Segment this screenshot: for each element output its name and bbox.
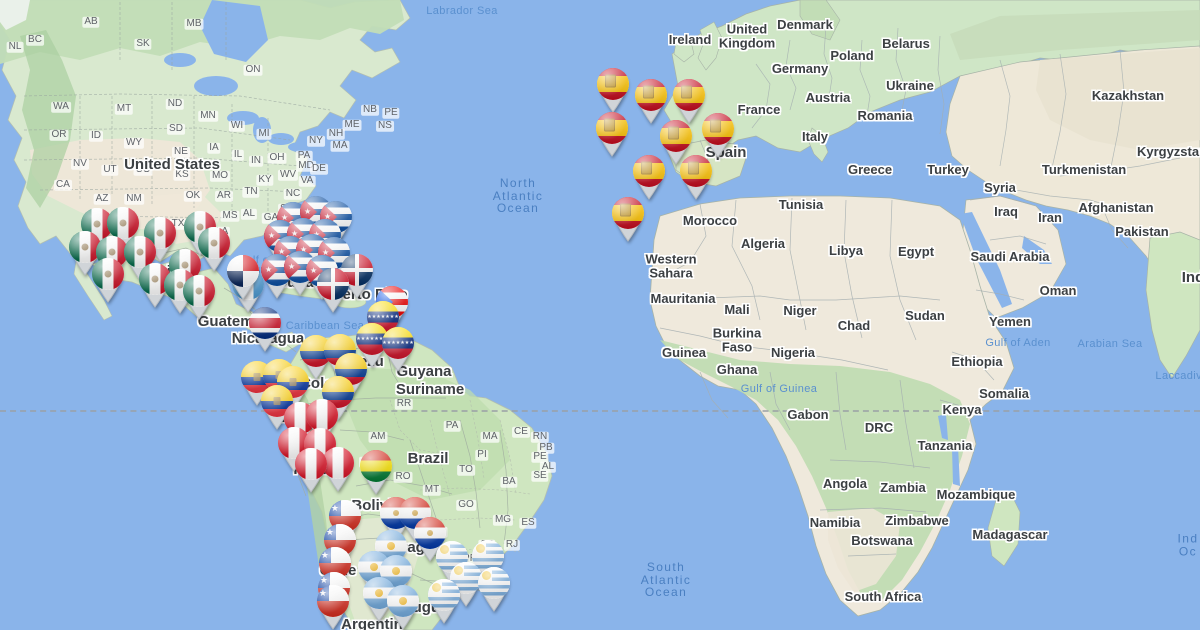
flag-icon-cl: ★: [317, 585, 349, 617]
flag-icon-es: [660, 120, 692, 152]
flag-icon-co: [324, 334, 356, 366]
flag-icon-mx: [92, 258, 124, 290]
flag-icon-py: [414, 517, 446, 549]
flag-icon-pe: [306, 399, 338, 431]
flag-marker-pe[interactable]: [293, 447, 329, 493]
flag-icon-es: [673, 79, 705, 111]
flag-marker-do[interactable]: [315, 267, 351, 313]
flag-marker-bo[interactable]: [358, 449, 394, 495]
flag-icon-ec: [277, 366, 309, 398]
flag-marker-es[interactable]: [631, 154, 667, 200]
flag-icon-uy: [428, 579, 460, 611]
flag-icon-mx: [69, 231, 101, 263]
flag-icon-pe: [295, 448, 327, 480]
flag-marker-cr[interactable]: [247, 306, 283, 352]
flag-marker-pe[interactable]: [304, 398, 340, 444]
flag-marker-ec[interactable]: [275, 365, 311, 411]
flag-marker-es[interactable]: [700, 112, 736, 158]
flag-icon-ve: ★★★★★★★: [382, 327, 414, 359]
flag-icon-uy: [472, 540, 504, 572]
flag-marker-mx[interactable]: [181, 274, 217, 320]
flag-marker-mx[interactable]: [105, 206, 141, 252]
flag-marker-mx[interactable]: [122, 235, 158, 281]
flag-marker-uy[interactable]: [470, 539, 506, 585]
flag-icon-cr: [249, 307, 281, 339]
flag-marker-es[interactable]: [633, 78, 669, 124]
flag-icon-mx: [124, 236, 156, 268]
flag-marker-cl[interactable]: ★: [315, 584, 351, 630]
flag-marker-ec[interactable]: [259, 384, 295, 430]
flag-marker-pa[interactable]: [225, 254, 261, 300]
flag-marker-mx[interactable]: [142, 216, 178, 262]
flag-marker-uy[interactable]: [426, 578, 462, 624]
flag-icon-es: [633, 155, 665, 187]
flag-marker-es[interactable]: [594, 111, 630, 157]
flag-marker-pe[interactable]: [320, 446, 356, 492]
flag-icon-es: [635, 79, 667, 111]
flag-icon-es: [596, 112, 628, 144]
flag-icon-bo: [360, 450, 392, 482]
flag-marker-ar[interactable]: [385, 584, 421, 630]
flag-icon-mx: [144, 217, 176, 249]
flag-marker-mx[interactable]: [196, 226, 232, 272]
flag-icon-do: [317, 268, 349, 300]
flag-icon-mx: [183, 275, 215, 307]
flag-marker-uy[interactable]: [476, 566, 512, 612]
flag-icon-es: [612, 197, 644, 229]
flag-icon-pe: [322, 447, 354, 479]
flag-icon-mx: [198, 227, 230, 259]
flag-marker-es[interactable]: [610, 196, 646, 242]
flag-marker-es[interactable]: [595, 67, 631, 113]
flag-marker-py[interactable]: [412, 516, 448, 562]
flag-marker-mx[interactable]: [90, 257, 126, 303]
flag-icon-mx: [107, 207, 139, 239]
flag-marker-es[interactable]: [678, 154, 714, 200]
flag-marker-ve[interactable]: ★★★★★★★: [380, 326, 416, 372]
flag-icon-pa: [227, 255, 259, 287]
flag-icon-ar: [387, 585, 419, 617]
flag-icon-es: [702, 113, 734, 145]
flag-icon-es: [597, 68, 629, 100]
flag-icon-es: [680, 155, 712, 187]
flag-marker-mx[interactable]: [67, 230, 103, 276]
flag-icon-ec: [261, 385, 293, 417]
flag-marker-es[interactable]: [671, 78, 707, 124]
flag-icon-uy: [478, 567, 510, 599]
flag-marker-es[interactable]: [658, 119, 694, 165]
